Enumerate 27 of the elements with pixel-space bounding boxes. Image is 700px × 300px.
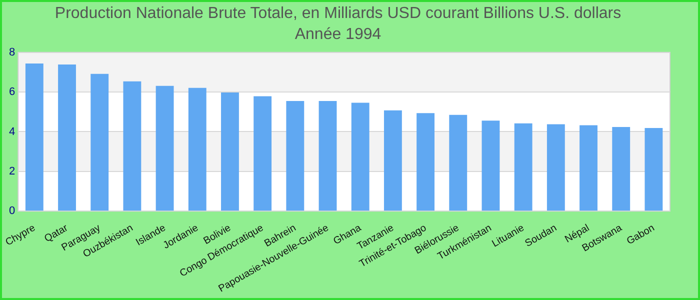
bar — [580, 125, 598, 211]
y-tick-label: 8 — [8, 46, 16, 58]
bar — [318, 100, 337, 211]
bar — [25, 64, 44, 211]
bar — [123, 81, 142, 211]
bar — [286, 100, 304, 211]
bar — [546, 124, 565, 211]
chart-subtitle: Année 1994 — [294, 26, 382, 44]
bar — [514, 123, 532, 211]
bar — [254, 96, 272, 211]
bar — [416, 113, 435, 211]
bar — [384, 110, 402, 211]
bar — [221, 92, 239, 211]
bar — [612, 126, 630, 211]
bar — [90, 74, 109, 211]
bar — [156, 86, 174, 211]
y-tick-label: 2 — [8, 165, 16, 178]
bar — [351, 102, 370, 211]
chart-title: Production Nationale Brute Totale, en Milliards USD courant Billions U.S. dollars — [54, 5, 622, 22]
bar — [449, 114, 468, 211]
y-tick-label: 0 — [8, 205, 16, 218]
bar — [644, 128, 663, 211]
bar — [58, 64, 76, 211]
y-tick-label: 6 — [8, 86, 16, 98]
bar — [188, 88, 206, 211]
bar — [482, 120, 500, 211]
y-tick-label: 4 — [8, 126, 16, 138]
